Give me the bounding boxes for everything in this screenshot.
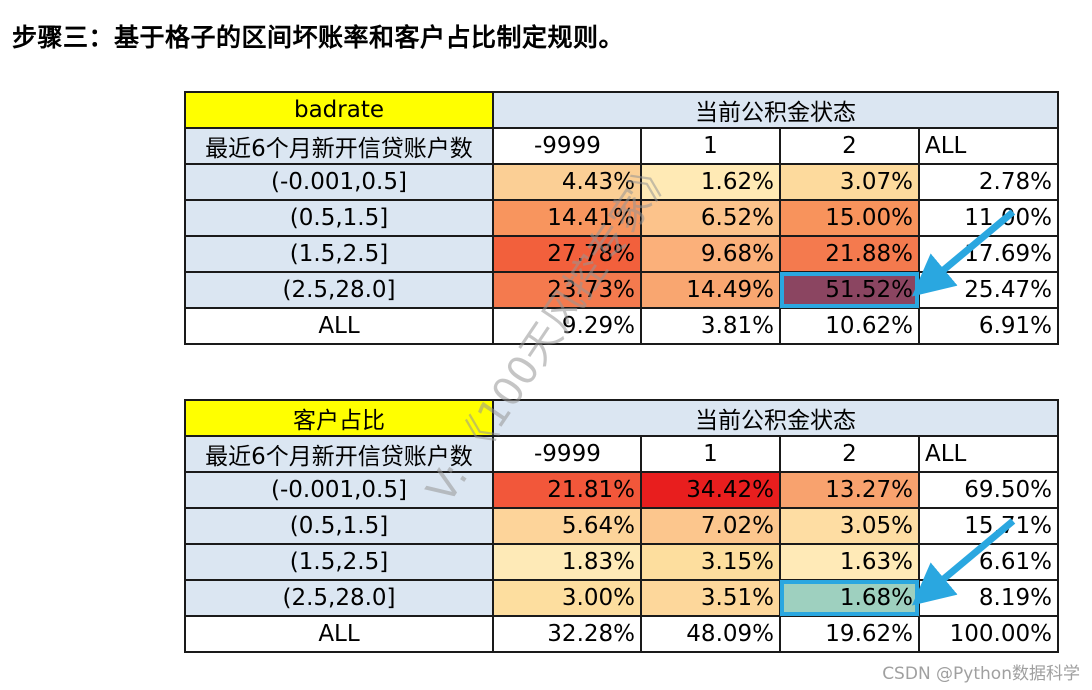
table-row: (2.5,28.0] 23.73% 14.49% 51.52% 25.47% bbox=[184, 271, 1059, 309]
row-label: (1.5,2.5] bbox=[184, 543, 494, 581]
table-row: (1.5,2.5] 1.83% 3.15% 1.63% 6.61% bbox=[184, 543, 1059, 581]
column-header: 1 bbox=[640, 127, 781, 165]
value-cell: 3.51% bbox=[640, 579, 781, 617]
row-label: (2.5,28.0] bbox=[184, 579, 494, 617]
table-row: (1.5,2.5] 27.78% 9.68% 21.88% 17.69% bbox=[184, 235, 1059, 273]
value-cell: 19.62% bbox=[779, 615, 920, 653]
table-title: 客户占比 bbox=[184, 399, 494, 437]
value-cell: 3.00% bbox=[492, 579, 642, 617]
value-cell: 27.78% bbox=[492, 235, 642, 273]
column-header: 2 bbox=[779, 127, 920, 165]
row-label: (2.5,28.0] bbox=[184, 271, 494, 309]
column-header: 1 bbox=[640, 435, 781, 473]
total-cell: 17.69% bbox=[918, 235, 1059, 273]
value-cell: 48.09% bbox=[640, 615, 781, 653]
column-header: 2 bbox=[779, 435, 920, 473]
total-cell: 6.91% bbox=[918, 307, 1059, 345]
row-label: (0.5,1.5] bbox=[184, 507, 494, 545]
total-cell: 25.47% bbox=[918, 271, 1059, 309]
total-cell: 100.00% bbox=[918, 615, 1059, 653]
table-row: ALL 32.28% 48.09% 19.62% 100.00% bbox=[184, 615, 1059, 653]
value-cell: 32.28% bbox=[492, 615, 642, 653]
value-cell: 15.00% bbox=[779, 199, 920, 237]
total-cell: 6.61% bbox=[918, 543, 1059, 581]
value-cell: 23.73% bbox=[492, 271, 642, 309]
group-label: 当前公积金状态 bbox=[492, 399, 1059, 437]
value-cell: 3.05% bbox=[779, 507, 920, 545]
table-row: (0.5,1.5] 5.64% 7.02% 3.05% 15.71% bbox=[184, 507, 1059, 545]
value-cell: 4.43% bbox=[492, 163, 642, 201]
value-cell: 1.62% bbox=[640, 163, 781, 201]
total-cell: 8.19% bbox=[918, 579, 1059, 617]
value-cell: 14.41% bbox=[492, 199, 642, 237]
row-label: (-0.001,0.5] bbox=[184, 471, 494, 509]
value-cell: 9.68% bbox=[640, 235, 781, 273]
table-row: (-0.001,0.5] 4.43% 1.62% 3.07% 2.78% bbox=[184, 163, 1059, 201]
column-header: ALL bbox=[918, 127, 1059, 165]
value-cell: 9.29% bbox=[492, 307, 642, 345]
value-cell: 10.62% bbox=[779, 307, 920, 345]
value-cell: 21.88% bbox=[779, 235, 920, 273]
value-cell: 13.27% bbox=[779, 471, 920, 509]
footer-watermark: CSDN @Python数据科学 bbox=[882, 664, 1080, 684]
value-cell: 1.63% bbox=[779, 543, 920, 581]
row-header: 最近6个月新开信贷账户数 bbox=[184, 435, 494, 473]
highlighted-value-cell: 51.52% bbox=[779, 271, 920, 309]
total-cell: 69.50% bbox=[918, 471, 1059, 509]
table-row: (0.5,1.5] 14.41% 6.52% 15.00% 11.00% bbox=[184, 199, 1059, 237]
column-header: ALL bbox=[918, 435, 1059, 473]
value-cell: 34.42% bbox=[640, 471, 781, 509]
total-cell: 11.00% bbox=[918, 199, 1059, 237]
value-cell: 1.83% bbox=[492, 543, 642, 581]
page-heading: 步骤三：基于格子的区间坏账率和客户占比制定规则。 bbox=[12, 23, 625, 52]
customer-share-table: 客户占比 当前公积金状态 最近6个月新开信贷账户数 -9999 1 2 ALL … bbox=[184, 399, 1059, 653]
value-cell: 5.64% bbox=[492, 507, 642, 545]
row-label: (0.5,1.5] bbox=[184, 199, 494, 237]
value-cell: 3.15% bbox=[640, 543, 781, 581]
value-cell: 14.49% bbox=[640, 271, 781, 309]
total-cell: 2.78% bbox=[918, 163, 1059, 201]
value-cell: 21.81% bbox=[492, 471, 642, 509]
value-cell: 7.02% bbox=[640, 507, 781, 545]
table-title: badrate bbox=[184, 91, 494, 129]
value-cell: 3.81% bbox=[640, 307, 781, 345]
table-row: ALL 9.29% 3.81% 10.62% 6.91% bbox=[184, 307, 1059, 345]
value-cell: 6.52% bbox=[640, 199, 781, 237]
row-label: (-0.001,0.5] bbox=[184, 163, 494, 201]
value-cell: 3.07% bbox=[779, 163, 920, 201]
badrate-table: badrate 当前公积金状态 最近6个月新开信贷账户数 -9999 1 2 A… bbox=[184, 91, 1059, 345]
table-row: (2.5,28.0] 3.00% 3.51% 1.68% 8.19% bbox=[184, 579, 1059, 617]
column-header: -9999 bbox=[492, 435, 642, 473]
row-label: ALL bbox=[184, 615, 494, 653]
row-label: ALL bbox=[184, 307, 494, 345]
total-cell: 15.71% bbox=[918, 507, 1059, 545]
highlighted-value-cell: 1.68% bbox=[779, 579, 920, 617]
table-row: (-0.001,0.5] 21.81% 34.42% 13.27% 69.50% bbox=[184, 471, 1059, 509]
row-label: (1.5,2.5] bbox=[184, 235, 494, 273]
row-header: 最近6个月新开信贷账户数 bbox=[184, 127, 494, 165]
column-header: -9999 bbox=[492, 127, 642, 165]
group-label: 当前公积金状态 bbox=[492, 91, 1059, 129]
